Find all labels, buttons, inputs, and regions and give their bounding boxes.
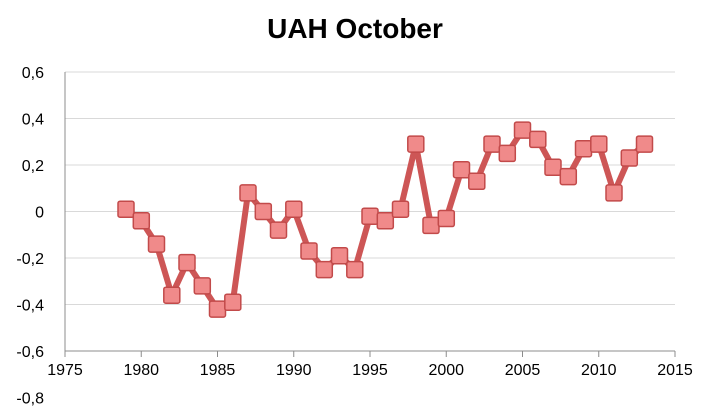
data-point xyxy=(544,158,562,177)
data-point xyxy=(178,253,196,272)
x-tick-label: 2000 xyxy=(428,362,464,379)
data-point xyxy=(117,200,135,218)
series xyxy=(117,121,654,318)
data-point xyxy=(300,242,318,260)
data-point xyxy=(330,246,349,265)
x-tick-label: 1985 xyxy=(200,362,236,379)
x-tick-label: 1995 xyxy=(352,362,388,379)
data-point xyxy=(422,216,440,235)
data-point xyxy=(620,149,639,167)
axes xyxy=(64,72,676,357)
y-tick-label: -0,6 xyxy=(16,344,44,361)
y-tick-label: -0,2 xyxy=(16,251,44,268)
y-tick-label: -0,8 xyxy=(16,391,44,408)
data-point xyxy=(269,221,288,239)
x-tick-label: 1980 xyxy=(123,362,159,379)
data-point xyxy=(407,135,425,153)
data-point xyxy=(208,300,227,318)
y-tick-label: -0,4 xyxy=(16,298,44,315)
data-point xyxy=(437,209,456,228)
y-tick-labels: 0,6 0,4 0,2 0 -0,2 -0,4 -0,6 -0,8 xyxy=(16,65,44,408)
data-point xyxy=(132,212,151,230)
data-point xyxy=(574,139,593,158)
data-point xyxy=(254,202,273,221)
data-point xyxy=(346,260,364,279)
data-point xyxy=(391,200,410,218)
x-tick-label: 1990 xyxy=(276,362,312,379)
x-tick-labels: 1975 1980 1985 1990 1995 2000 2005 2010 2015 xyxy=(47,362,693,379)
data-point xyxy=(513,121,532,139)
data-point xyxy=(452,160,471,179)
data-point xyxy=(315,260,334,279)
data-point xyxy=(529,130,547,149)
y-tick-label: 0,2 xyxy=(22,158,44,175)
y-tick-label: 0 xyxy=(35,205,44,222)
y-tick-label: 0,4 xyxy=(22,112,44,129)
data-point xyxy=(605,184,623,202)
y-tick-label: 0,6 xyxy=(22,65,44,82)
data-point xyxy=(635,135,654,153)
data-point xyxy=(468,172,486,191)
x-tick-label: 2005 xyxy=(505,362,541,379)
data-point xyxy=(483,135,501,153)
data-point xyxy=(147,235,166,253)
data-point xyxy=(361,207,379,225)
data-point xyxy=(376,212,395,230)
data-point xyxy=(590,135,608,153)
data-point xyxy=(163,286,181,304)
data-point xyxy=(193,277,212,295)
chart-title: UAH October xyxy=(267,13,443,44)
data-point xyxy=(285,200,303,218)
x-tick-label: 2010 xyxy=(581,362,617,379)
data-point xyxy=(559,167,578,186)
data-point xyxy=(498,144,517,163)
x-tick-label: 2015 xyxy=(657,362,693,379)
x-tick-label: 1975 xyxy=(47,362,83,379)
data-point xyxy=(239,184,257,202)
data-point xyxy=(224,293,242,311)
